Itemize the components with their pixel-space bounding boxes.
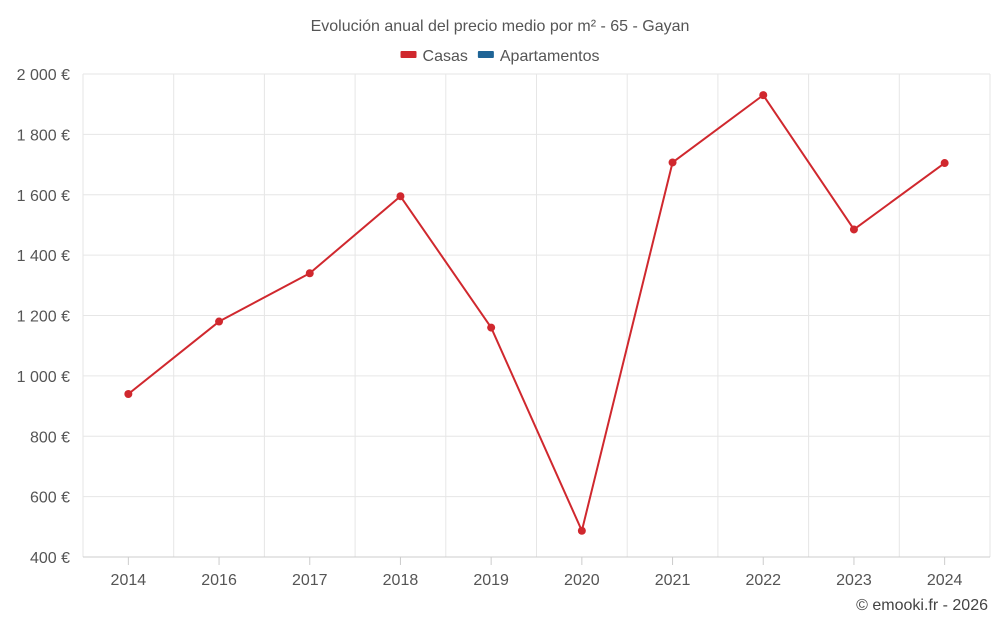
y-tick-label: 1 000 €: [17, 369, 70, 386]
legend-swatch: [400, 51, 417, 58]
y-tick-label: 2 000 €: [17, 67, 70, 84]
data-point: [124, 389, 133, 398]
data-point: [940, 159, 949, 168]
x-tick-label: 2016: [201, 572, 237, 589]
x-tick-label: 2019: [473, 572, 509, 589]
y-axis: 400 € 600 € 800 € 1 000 € 1 200 € 1 400 € 1 60…: [17, 67, 70, 567]
x-tick-label: 2020: [564, 572, 600, 589]
data-point: [759, 91, 768, 100]
data-point: [305, 269, 314, 278]
x-axis: 2014 2016 2017 2018 2019 2020 2021 2022 2023 2024: [83, 556, 990, 589]
data-point: [487, 323, 496, 332]
data-point: [396, 192, 405, 201]
legend-label: Apartamentos: [500, 48, 600, 65]
legend-item-casas: Casas: [400, 48, 468, 65]
y-tick-label: 1 800 €: [17, 127, 70, 144]
legend-item-apartamentos: Apartamentos: [477, 48, 600, 65]
data-point: [577, 526, 586, 535]
y-tick-label: 1 600 €: [17, 188, 70, 205]
credit-text: © emooki.fr - 2026: [856, 597, 988, 614]
y-tick-label: 1 200 €: [17, 309, 70, 326]
series-layer: [124, 91, 949, 535]
x-tick-label: 2022: [745, 572, 781, 589]
data-point: [215, 317, 224, 326]
chart-title: Evolución anual del precio medio por m² …: [311, 18, 690, 35]
series-line-casas: [127, 94, 946, 532]
grid: [82, 73, 991, 558]
y-tick-label: 800 €: [30, 429, 70, 446]
x-tick-label: 2023: [836, 572, 872, 589]
data-point: [849, 225, 858, 234]
x-tick-label: 2018: [383, 572, 419, 589]
y-tick-label: 400 €: [30, 550, 70, 567]
legend-swatch: [477, 51, 494, 58]
x-tick-label: 2021: [655, 572, 691, 589]
y-tick-label: 600 €: [30, 490, 70, 507]
x-tick-label: 2017: [292, 572, 328, 589]
x-tick-label: 2024: [927, 572, 963, 589]
legend-label: Casas: [423, 48, 468, 65]
legend: Casas Apartamentos: [400, 48, 600, 65]
data-point: [668, 158, 677, 167]
y-tick-label: 1 400 €: [17, 248, 70, 265]
x-tick-label: 2014: [111, 572, 147, 589]
